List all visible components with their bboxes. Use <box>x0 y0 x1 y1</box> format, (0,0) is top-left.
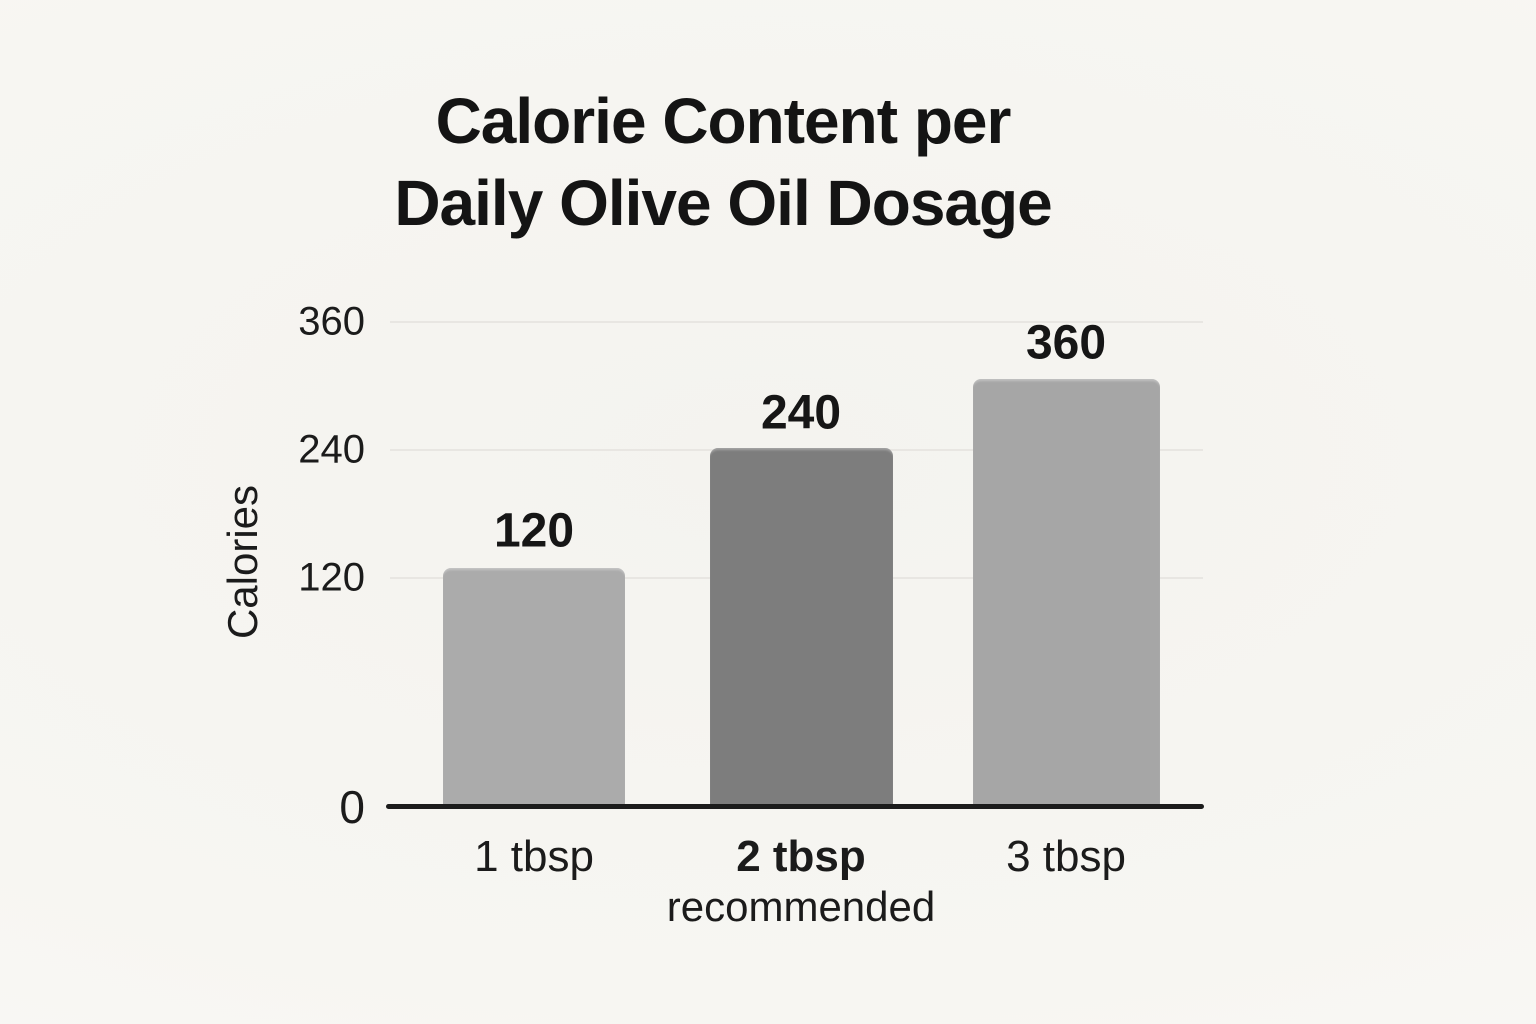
value-label-1tbsp: 120 <box>493 504 575 558</box>
chart-title: Calorie Content per Daily Olive Oil Dosa… <box>0 80 1446 244</box>
chart-title-line-2: Daily Olive Oil Dosage <box>394 167 1052 239</box>
bar-3tbsp <box>973 379 1160 806</box>
x-label-1tbsp: 1 tbsp <box>474 832 594 881</box>
value-label-3tbsp: 360 <box>1025 316 1107 370</box>
x-label-2tbsp: 2 tbsp <box>736 832 866 881</box>
y-tick-240: 240 <box>298 427 365 472</box>
x-axis-line <box>386 804 1204 809</box>
x-label-3tbsp: 3 tbsp <box>1006 832 1126 881</box>
x-sublabel-recommended: recommended <box>666 883 936 930</box>
gridline-360 <box>390 321 1203 323</box>
y-tick-0: 0 <box>339 781 365 833</box>
value-label-2tbsp: 240 <box>760 386 842 440</box>
chart-title-line-1: Calorie Content per <box>435 85 1012 157</box>
y-tick-360: 360 <box>298 299 365 344</box>
bar-2tbsp <box>710 448 893 806</box>
y-tick-120: 120 <box>298 555 365 600</box>
bar-1tbsp <box>443 568 625 806</box>
